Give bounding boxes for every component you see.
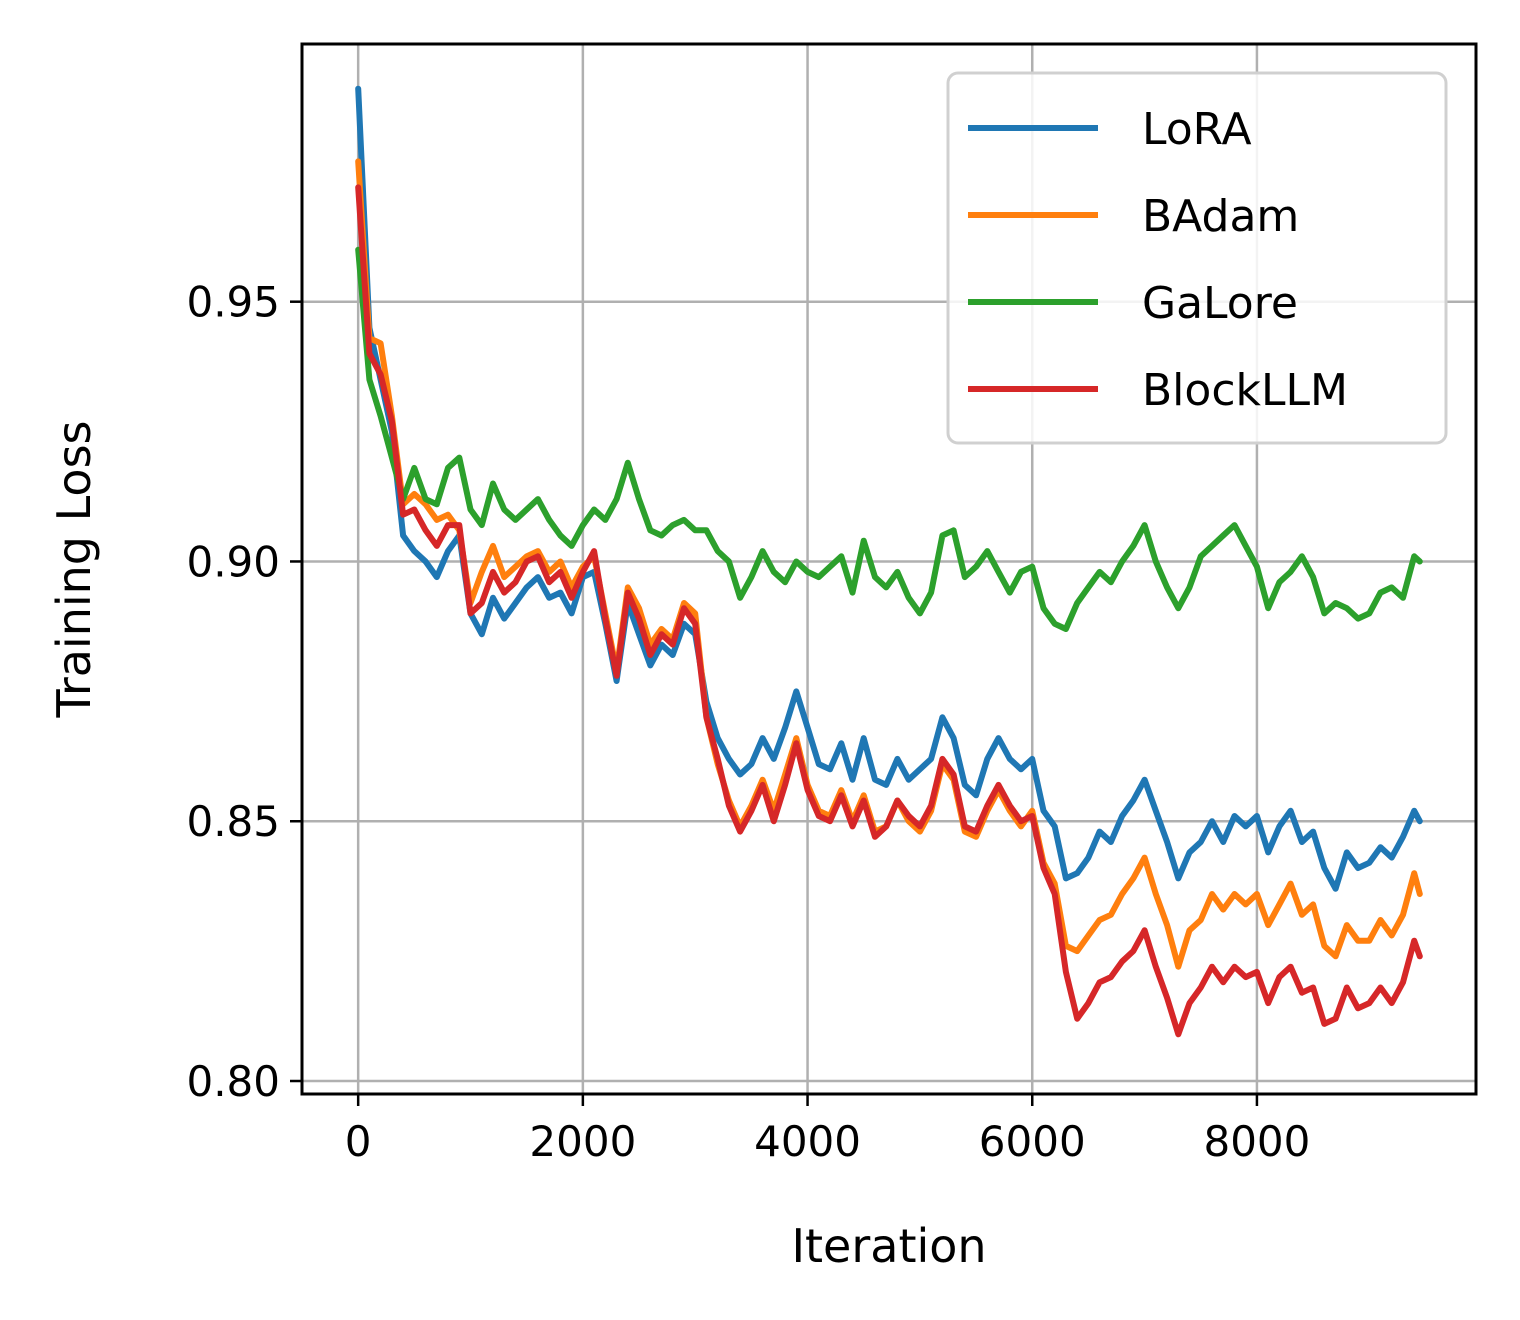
legend-box [946,71,1448,445]
x-tick-label: 4000 [754,1117,861,1166]
series-line-galore [355,246,1423,632]
x-tick-label: 0 [345,1117,372,1166]
legend-label-blockllm: BlockLLM [1142,365,1348,416]
y-tick-label: 0.85 [186,797,280,846]
y-tick-label: 0.95 [186,278,280,327]
y-tick-label: 0.90 [186,537,280,586]
legend-label-badam: BAdam [1142,191,1299,242]
series-line-lora [355,85,1423,892]
series-line-blockllm [355,184,1423,1038]
x-tick-label: 2000 [529,1117,636,1166]
y-tick-label: 0.80 [186,1057,280,1106]
x-tick-label: 6000 [979,1117,1086,1166]
x-tick-label: 8000 [1203,1117,1310,1166]
legend-label-lora: LoRA [1142,104,1252,155]
legend-label-galore: GaLore [1142,278,1298,329]
x-axis-label: Iteration [791,1219,986,1273]
series-lines [355,85,1423,1038]
plot-frame [300,42,1478,1096]
axis-ticks: 0 2000 4000 6000 8000 0.80 0.85 0.90 0.95 [186,278,1310,1166]
y-axis-label: Training Loss [47,420,101,718]
legend: LoRA BAdam GaLore BlockLLM [946,71,1448,445]
